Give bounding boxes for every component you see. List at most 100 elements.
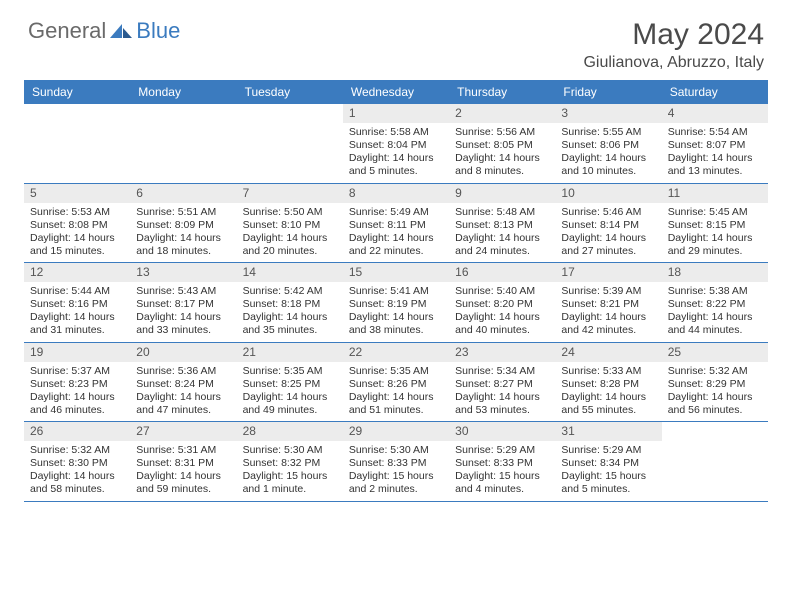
day-header-cell: Sunday xyxy=(24,80,130,104)
sunrise-text: Sunrise: 5:55 AM xyxy=(561,126,655,139)
cell-body: Sunrise: 5:34 AMSunset: 8:27 PMDaylight:… xyxy=(449,362,555,422)
calendar-cell: 1Sunrise: 5:58 AMSunset: 8:04 PMDaylight… xyxy=(343,104,449,183)
calendar-cell: 7Sunrise: 5:50 AMSunset: 8:10 PMDaylight… xyxy=(237,184,343,263)
sunrise-text: Sunrise: 5:41 AM xyxy=(349,285,443,298)
sunset-text: Sunset: 8:17 PM xyxy=(136,298,230,311)
cell-body: Sunrise: 5:38 AMSunset: 8:22 PMDaylight:… xyxy=(662,282,768,342)
sunrise-text: Sunrise: 5:30 AM xyxy=(243,444,337,457)
calendar-cell: 22Sunrise: 5:35 AMSunset: 8:26 PMDayligh… xyxy=(343,343,449,422)
day-number: 12 xyxy=(24,263,130,282)
daylight-text: Daylight: 14 hours and 18 minutes. xyxy=(136,232,230,258)
daylight-text: Daylight: 14 hours and 15 minutes. xyxy=(30,232,124,258)
calendar-cell: 19Sunrise: 5:37 AMSunset: 8:23 PMDayligh… xyxy=(24,343,130,422)
logo-text-part2: Blue xyxy=(136,18,180,44)
month-title: May 2024 xyxy=(583,18,764,52)
day-number xyxy=(130,104,236,123)
cell-body: Sunrise: 5:35 AMSunset: 8:25 PMDaylight:… xyxy=(237,362,343,422)
calendar-week: 19Sunrise: 5:37 AMSunset: 8:23 PMDayligh… xyxy=(24,343,768,423)
logo-sail-icon xyxy=(108,22,134,40)
cell-body: Sunrise: 5:37 AMSunset: 8:23 PMDaylight:… xyxy=(24,362,130,422)
calendar-week: 12Sunrise: 5:44 AMSunset: 8:16 PMDayligh… xyxy=(24,263,768,343)
daylight-text: Daylight: 14 hours and 38 minutes. xyxy=(349,311,443,337)
daylight-text: Daylight: 15 hours and 2 minutes. xyxy=(349,470,443,496)
sunset-text: Sunset: 8:10 PM xyxy=(243,219,337,232)
sunrise-text: Sunrise: 5:33 AM xyxy=(561,365,655,378)
sunset-text: Sunset: 8:32 PM xyxy=(243,457,337,470)
day-number: 17 xyxy=(555,263,661,282)
calendar-cell: 31Sunrise: 5:29 AMSunset: 8:34 PMDayligh… xyxy=(555,422,661,501)
day-number: 23 xyxy=(449,343,555,362)
calendar-cell: 6Sunrise: 5:51 AMSunset: 8:09 PMDaylight… xyxy=(130,184,236,263)
sunrise-text: Sunrise: 5:35 AM xyxy=(243,365,337,378)
sunrise-text: Sunrise: 5:58 AM xyxy=(349,126,443,139)
sunrise-text: Sunrise: 5:42 AM xyxy=(243,285,337,298)
daylight-text: Daylight: 14 hours and 44 minutes. xyxy=(668,311,762,337)
day-number xyxy=(662,422,768,441)
sunset-text: Sunset: 8:33 PM xyxy=(349,457,443,470)
calendar-cell: 29Sunrise: 5:30 AMSunset: 8:33 PMDayligh… xyxy=(343,422,449,501)
day-number: 5 xyxy=(24,184,130,203)
day-number: 27 xyxy=(130,422,236,441)
sunrise-text: Sunrise: 5:51 AM xyxy=(136,206,230,219)
day-number: 26 xyxy=(24,422,130,441)
calendar-cell: 30Sunrise: 5:29 AMSunset: 8:33 PMDayligh… xyxy=(449,422,555,501)
sunrise-text: Sunrise: 5:37 AM xyxy=(30,365,124,378)
calendar-cell: 2Sunrise: 5:56 AMSunset: 8:05 PMDaylight… xyxy=(449,104,555,183)
calendar-week: 5Sunrise: 5:53 AMSunset: 8:08 PMDaylight… xyxy=(24,184,768,264)
calendar-cell: 11Sunrise: 5:45 AMSunset: 8:15 PMDayligh… xyxy=(662,184,768,263)
calendar-cell: 5 Sunrise: 5:53 AMSunset: 8:08 PMDaylight… xyxy=(24,184,130,263)
daylight-text: Daylight: 14 hours and 20 minutes. xyxy=(243,232,337,258)
cell-body: Sunrise: 5:51 AMSunset: 8:09 PMDaylight:… xyxy=(130,203,236,263)
cell-body: Sunrise: 5:36 AMSunset: 8:24 PMDaylight:… xyxy=(130,362,236,422)
calendar-cell: 17Sunrise: 5:39 AMSunset: 8:21 PMDayligh… xyxy=(555,263,661,342)
cell-body: Sunrise: 5:33 AMSunset: 8:28 PMDaylight:… xyxy=(555,362,661,422)
sunrise-text: Sunrise: 5:36 AM xyxy=(136,365,230,378)
calendar-cell: 12Sunrise: 5:44 AMSunset: 8:16 PMDayligh… xyxy=(24,263,130,342)
calendar-cell: 21Sunrise: 5:35 AMSunset: 8:25 PMDayligh… xyxy=(237,343,343,422)
cell-body: Sunrise: 5:48 AMSunset: 8:13 PMDaylight:… xyxy=(449,203,555,263)
day-number: 20 xyxy=(130,343,236,362)
sunrise-text: Sunrise: 5:32 AM xyxy=(668,365,762,378)
sunset-text: Sunset: 8:04 PM xyxy=(349,139,443,152)
cell-body: Sunrise: 5:29 AMSunset: 8:34 PMDaylight:… xyxy=(555,441,661,501)
day-number: 10 xyxy=(555,184,661,203)
day-number xyxy=(24,104,130,123)
calendar-cell: 26Sunrise: 5:32 AMSunset: 8:30 PMDayligh… xyxy=(24,422,130,501)
sunset-text: Sunset: 8:25 PM xyxy=(243,378,337,391)
day-header-cell: Thursday xyxy=(449,80,555,104)
calendar-body: 1Sunrise: 5:58 AMSunset: 8:04 PMDaylight… xyxy=(24,104,768,502)
calendar-cell: 25Sunrise: 5:32 AMSunset: 8:29 PMDayligh… xyxy=(662,343,768,422)
sunrise-text: Sunrise: 5:40 AM xyxy=(455,285,549,298)
calendar-cell: 20Sunrise: 5:36 AMSunset: 8:24 PMDayligh… xyxy=(130,343,236,422)
cell-body: Sunrise: 5:44 AMSunset: 8:16 PMDaylight:… xyxy=(24,282,130,342)
sunset-text: Sunset: 8:13 PM xyxy=(455,219,549,232)
sunset-text: Sunset: 8:29 PM xyxy=(668,378,762,391)
daylight-text: Daylight: 14 hours and 24 minutes. xyxy=(455,232,549,258)
day-header-cell: Monday xyxy=(130,80,236,104)
calendar-cell: 10Sunrise: 5:46 AMSunset: 8:14 PMDayligh… xyxy=(555,184,661,263)
sunrise-text: Sunrise: 5:53 AM xyxy=(30,206,124,219)
sunset-text: Sunset: 8:11 PM xyxy=(349,219,443,232)
sunset-text: Sunset: 8:33 PM xyxy=(455,457,549,470)
day-number: 8 xyxy=(343,184,449,203)
daylight-text: Daylight: 14 hours and 29 minutes. xyxy=(668,232,762,258)
calendar-week: 26Sunrise: 5:32 AMSunset: 8:30 PMDayligh… xyxy=(24,422,768,502)
sunset-text: Sunset: 8:23 PM xyxy=(30,378,124,391)
cell-body: Sunrise: 5:54 AMSunset: 8:07 PMDaylight:… xyxy=(662,123,768,183)
cell-body: Sunrise: 5:32 AMSunset: 8:29 PMDaylight:… xyxy=(662,362,768,422)
sunset-text: Sunset: 8:30 PM xyxy=(30,457,124,470)
cell-body: Sunrise: 5:40 AMSunset: 8:20 PMDaylight:… xyxy=(449,282,555,342)
calendar-cell: 3Sunrise: 5:55 AMSunset: 8:06 PMDaylight… xyxy=(555,104,661,183)
cell-body: Sunrise: 5:46 AMSunset: 8:14 PMDaylight:… xyxy=(555,203,661,263)
daylight-text: Daylight: 14 hours and 10 minutes. xyxy=(561,152,655,178)
sunset-text: Sunset: 8:08 PM xyxy=(30,219,124,232)
sunset-text: Sunset: 8:24 PM xyxy=(136,378,230,391)
daylight-text: Daylight: 14 hours and 35 minutes. xyxy=(243,311,337,337)
day-number: 28 xyxy=(237,422,343,441)
daylight-text: Daylight: 14 hours and 56 minutes. xyxy=(668,391,762,417)
daylight-text: Daylight: 14 hours and 51 minutes. xyxy=(349,391,443,417)
sunset-text: Sunset: 8:28 PM xyxy=(561,378,655,391)
cell-body: Sunrise: 5:32 AMSunset: 8:30 PMDaylight:… xyxy=(24,441,130,501)
calendar-cell: 9Sunrise: 5:48 AMSunset: 8:13 PMDaylight… xyxy=(449,184,555,263)
calendar-cell: 14Sunrise: 5:42 AMSunset: 8:18 PMDayligh… xyxy=(237,263,343,342)
